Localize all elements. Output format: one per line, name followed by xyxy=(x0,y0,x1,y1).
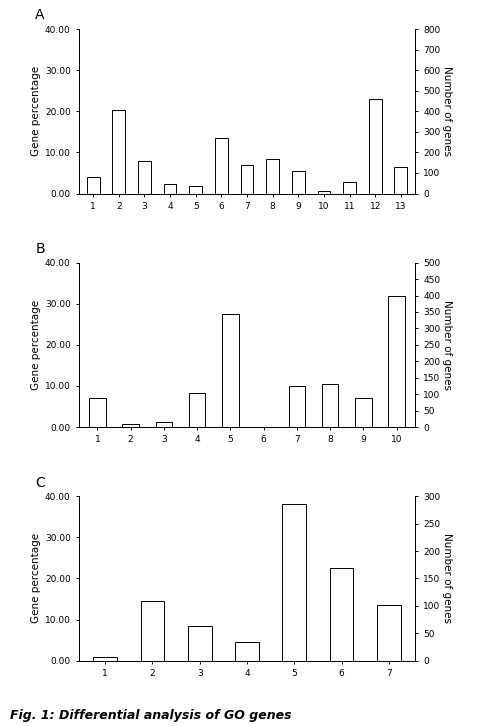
Bar xyxy=(394,167,407,194)
Bar xyxy=(156,422,172,427)
Bar xyxy=(188,626,211,661)
Bar xyxy=(266,158,279,194)
Y-axis label: Gene percentage: Gene percentage xyxy=(31,66,41,156)
Y-axis label: Gene percentage: Gene percentage xyxy=(31,300,41,390)
Bar xyxy=(93,656,117,661)
Y-axis label: Number of genes: Number of genes xyxy=(443,300,453,390)
Bar xyxy=(189,393,206,427)
Bar xyxy=(369,99,382,194)
Text: B: B xyxy=(36,242,45,256)
Bar xyxy=(322,384,338,427)
Bar xyxy=(222,314,239,427)
Bar xyxy=(87,177,100,194)
Bar xyxy=(138,160,151,194)
Bar xyxy=(318,192,330,194)
Bar xyxy=(89,399,106,427)
Bar xyxy=(123,424,139,427)
Text: A: A xyxy=(36,9,45,23)
Bar xyxy=(377,605,401,661)
Bar xyxy=(388,295,405,427)
Bar xyxy=(343,182,356,194)
Bar xyxy=(330,568,353,661)
Bar xyxy=(235,643,259,661)
Bar xyxy=(164,184,176,194)
Text: C: C xyxy=(36,476,45,489)
Bar xyxy=(241,165,253,194)
Bar xyxy=(189,186,202,194)
Y-axis label: Number of genes: Number of genes xyxy=(443,534,453,624)
Bar xyxy=(141,601,164,661)
Y-axis label: Number of genes: Number of genes xyxy=(443,66,453,156)
Bar xyxy=(215,138,228,194)
Bar xyxy=(288,386,305,427)
Bar xyxy=(112,110,125,194)
Text: Fig. 1: Differential analysis of GO genes: Fig. 1: Differential analysis of GO gene… xyxy=(10,709,291,722)
Bar xyxy=(355,399,371,427)
Bar xyxy=(292,171,305,194)
Bar xyxy=(283,505,306,661)
Y-axis label: Gene percentage: Gene percentage xyxy=(31,534,41,624)
